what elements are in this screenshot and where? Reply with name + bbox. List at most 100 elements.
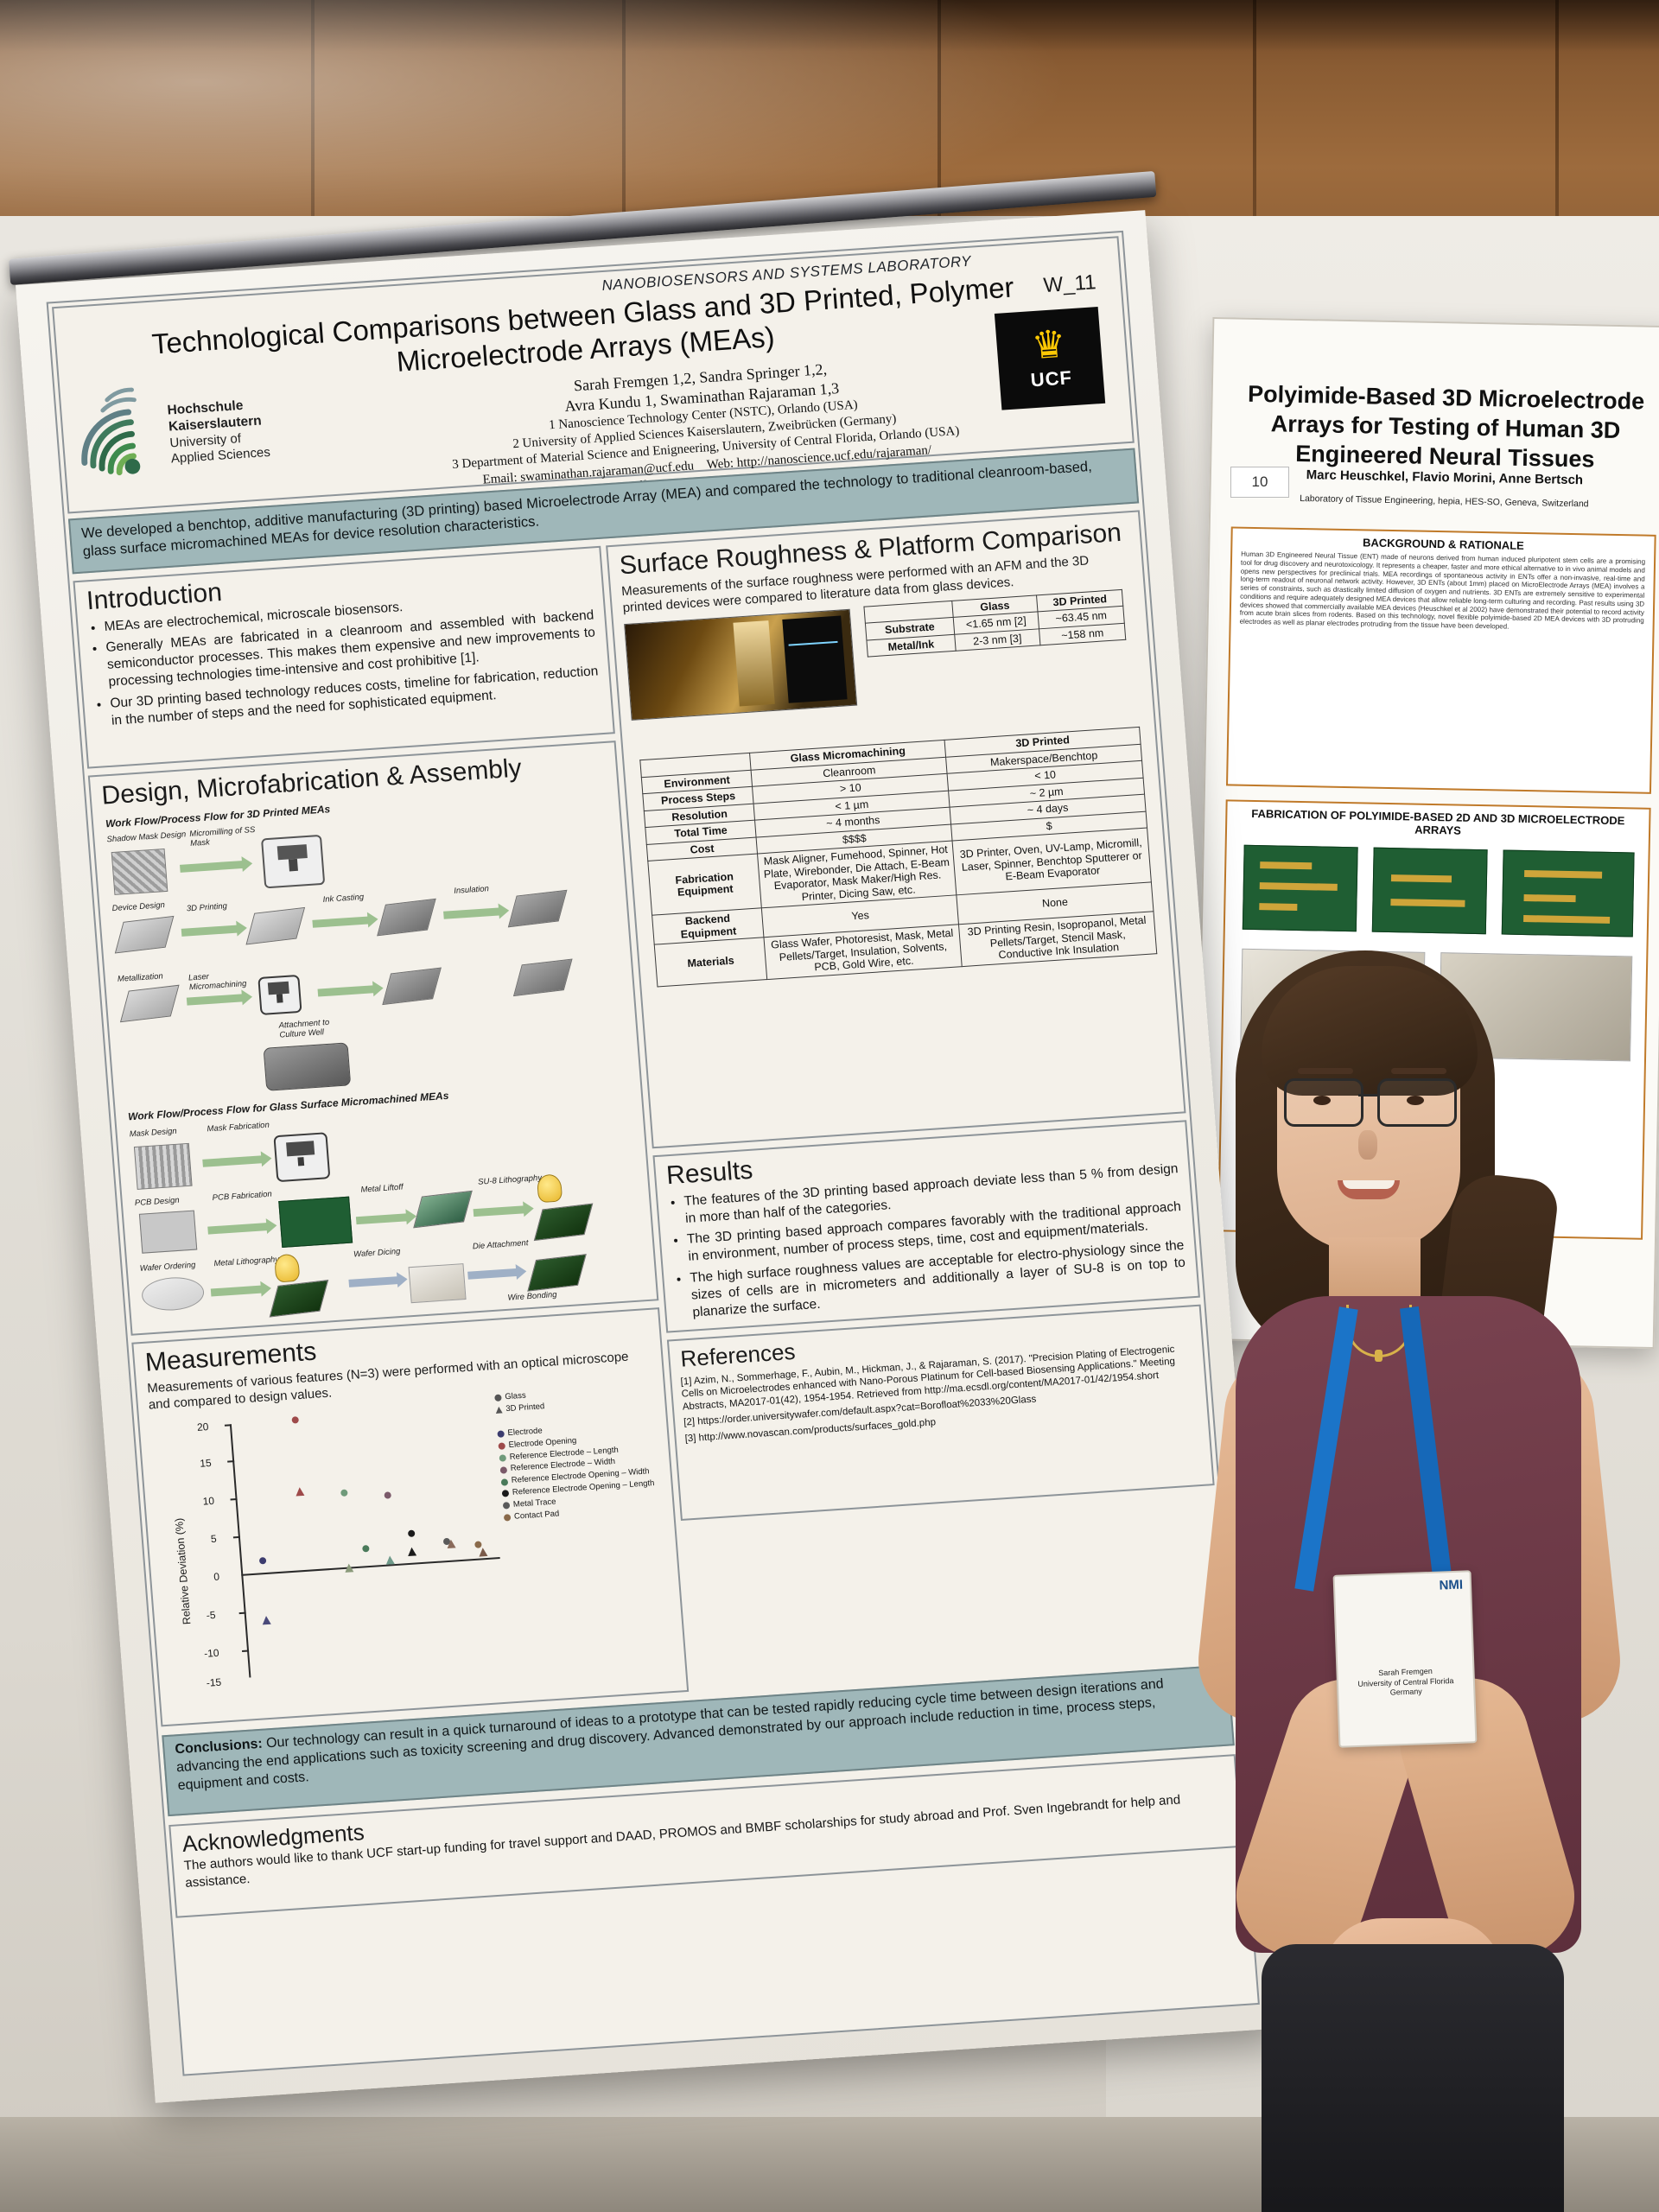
trousers [1262,1944,1564,2212]
eyebrow [1391,1068,1446,1074]
device-chip [269,1279,329,1318]
wafer-figure [140,1275,206,1313]
hskl-logo-text: Hochschule Kaiserslautern University of … [167,397,271,467]
wf-label: Laser Micromachining [188,971,247,993]
wf-label: SU-8 Lithography [477,1173,543,1187]
wf-label: Wire Bonding [507,1290,557,1303]
section-results: Results The features of the 3D printing … [652,1120,1200,1333]
device-chip [507,889,568,928]
device-chip [377,898,436,937]
wood-seam [938,0,941,372]
glasses-bridge [1358,1094,1377,1096]
chart-ytick: 20 [196,1421,209,1433]
chart-point [340,1489,348,1497]
flow-arrow [312,916,370,928]
board-code: W_11 [1042,270,1097,298]
hair-fringe [1262,966,1478,1096]
wf-label: Metallization [117,971,164,984]
chart-point [478,1547,488,1557]
chart-ytick: -15 [206,1675,222,1689]
chart-ytick: -5 [206,1608,216,1622]
wood-seam [622,0,626,372]
uv-lamp-icon [536,1173,563,1204]
main-poster: NANOBIOSENSORS AND SYSTEMS LABORATORY W_… [46,230,1260,2076]
wf-label: Mask Fabrication [207,1120,270,1135]
chart-point [407,1547,417,1557]
teeth [1343,1180,1395,1189]
wf-label: Micromilling of SS Mask [188,824,256,849]
fingerprint-rings-icon [81,387,141,476]
section-surface: Surface Roughness & Platform Comparison … [606,510,1186,1149]
chart-ytick: 5 [210,1532,218,1546]
legend-item: 3D Printed [495,1402,545,1416]
person-presenter: NMI Sarah Fremgen University of Central F… [1132,916,1659,2212]
legend-label: Glass [504,1390,527,1402]
chart-ytick: 0 [213,1570,220,1583]
chart-point [362,1545,370,1553]
wf-label: Insulation [453,884,490,896]
chart-legend-markers: Glass 3D Printed [494,1389,545,1416]
chart-point [446,1539,456,1549]
device-chip [413,1190,473,1229]
wf-label: Die Attachment [472,1238,529,1252]
chart-point [407,1529,416,1537]
poster-board: NANOBIOSENSORS AND SYSTEMS LABORATORY W_… [16,210,1286,2103]
poster-number-text: 10 [1251,474,1268,490]
chart-point [295,1486,305,1497]
neighbor-poster-section-background: BACKGROUND & RATIONALE Human 3D Engineer… [1226,526,1656,794]
chart-point [291,1416,300,1424]
legend-label: Electrode [507,1426,543,1439]
eye-right [1407,1096,1424,1105]
chart-ytick: -10 [203,1646,220,1660]
workflow2-title: Work Flow/Process Flow for Glass Surface… [127,1089,449,1123]
wood-seam [311,0,315,372]
chart-ytick: 10 [202,1494,215,1508]
device-chip [382,967,442,1006]
cmp-r5c0: Fabrication Equipment [647,853,762,916]
badge-logo: NMI [1439,1577,1464,1593]
legend-marker-triangle-icon [495,1407,503,1414]
chart-ylabel: Relative Deviation (%) [173,1517,194,1625]
device-chip [119,984,180,1023]
chart-y-axis [229,1424,251,1678]
flow-arrow [317,985,376,997]
wf-label: Metal Liftoff [360,1182,404,1195]
chart-point [384,1491,392,1499]
chart-point [344,1563,354,1573]
flow-arrow [473,1205,526,1217]
flow-arrow [467,1268,518,1280]
flow-arrow [210,1285,264,1297]
micromill-icon [260,834,326,889]
conclusions-label: Conclusions: [174,1736,264,1758]
cmp-r7c0: Materials [654,937,768,987]
wood-seam [1555,0,1559,372]
section-measurements: Measurements Measurements of various fea… [131,1307,690,1727]
eyebrow [1298,1068,1353,1074]
flow-arrow [202,1155,264,1167]
legend-label: Contact Pad [513,1509,560,1522]
wf-label: Metal Lithography [213,1255,280,1269]
flow-arrow [355,1213,409,1225]
pcb-design-figure [138,1210,198,1254]
culture-well-figure [263,1042,352,1091]
wf-label: PCB Design [134,1195,180,1209]
nose [1358,1130,1377,1160]
neighbor-section1-text: Human 3D Engineered Neural Tissue (ENT) … [1239,550,1646,631]
legend-marker-circle-icon [494,1394,502,1402]
neighbor-section2-heading: FABRICATION OF POLYIMIDE-BASED 2D AND 3D… [1251,806,1625,837]
afm-image [624,608,858,721]
flow-arrow [181,925,239,937]
deviation-chart: Relative Deviation (%) 20 15 10 5 0 -5 -… [138,1376,690,1719]
ceiling-shadow [0,0,1659,52]
pcb-figure [278,1196,353,1248]
wf-label: Shadow Mask Design [106,830,187,845]
eye-left [1313,1096,1331,1105]
chart-point [262,1615,271,1625]
wf-label: PCB Fabrication [212,1189,273,1204]
device-chip [114,915,175,954]
poster-number-card: 10 [1230,467,1289,498]
device-chip [527,1254,587,1292]
legend-label: 3D Printed [505,1402,545,1414]
printer-icon [273,1132,331,1183]
